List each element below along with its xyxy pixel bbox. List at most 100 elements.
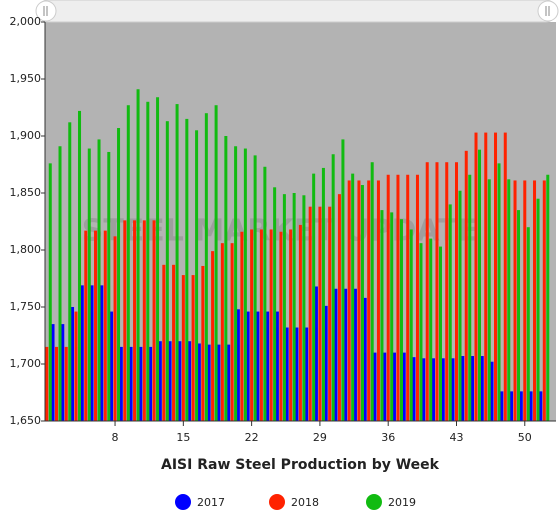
bar: [275, 311, 279, 421]
bar: [334, 288, 338, 421]
legend-marker: [175, 494, 191, 510]
bar: [546, 174, 550, 421]
bar: [230, 243, 234, 421]
bar: [471, 356, 475, 421]
bar: [347, 180, 351, 421]
scroll-handle-right[interactable]: [537, 0, 559, 22]
bar: [494, 132, 498, 421]
bar: [285, 327, 289, 421]
bar: [201, 265, 205, 421]
bar: [363, 297, 367, 421]
bar: [74, 311, 78, 421]
bar: [113, 236, 117, 421]
y-tick-label: 1,900: [10, 129, 42, 142]
bar: [542, 180, 546, 421]
bar: [431, 358, 435, 421]
bar: [250, 229, 254, 421]
bar: [464, 150, 468, 421]
bar: [204, 113, 208, 421]
bar: [490, 361, 494, 421]
bar: [181, 275, 185, 421]
bar: [133, 220, 137, 421]
y-tick-label: 1,750: [10, 300, 42, 313]
bar: [139, 346, 143, 421]
bar: [321, 167, 325, 421]
bar: [478, 149, 482, 421]
bar: [117, 128, 121, 421]
bar: [152, 220, 156, 421]
bar: [142, 220, 146, 421]
bar: [55, 346, 59, 421]
bar: [97, 139, 101, 421]
bar: [435, 162, 439, 421]
scrollbar[interactable]: [37, 0, 557, 23]
x-tick-label: 22: [245, 431, 259, 444]
y-tick-label: 1,850: [10, 186, 42, 199]
bar: [402, 352, 406, 421]
bar: [158, 341, 162, 421]
bar: [195, 130, 199, 421]
bar: [487, 179, 491, 421]
bar: [409, 229, 413, 421]
bar: [61, 324, 65, 421]
bar: [314, 286, 318, 421]
bar: [295, 327, 299, 421]
bar: [458, 190, 462, 421]
x-tick-label: 8: [112, 431, 119, 444]
bar: [45, 346, 49, 421]
bar: [438, 246, 442, 421]
bar: [468, 174, 472, 421]
bar: [448, 204, 452, 421]
bar: [383, 352, 387, 421]
bar: [119, 346, 123, 421]
legend-label: 2019: [388, 496, 416, 509]
bar: [292, 193, 296, 421]
bar: [412, 357, 416, 421]
bar: [507, 179, 511, 421]
bar: [386, 174, 390, 421]
bar: [185, 118, 189, 421]
bar: [236, 309, 240, 421]
bar: [220, 243, 224, 421]
bar: [484, 132, 488, 421]
bar: [168, 341, 172, 421]
bar: [337, 194, 341, 421]
bar: [71, 307, 75, 421]
bar: [376, 180, 380, 421]
bar: [68, 122, 72, 421]
bar: [256, 311, 260, 421]
bar: [341, 139, 345, 421]
bar: [240, 231, 244, 421]
bar: [500, 391, 504, 421]
bar: [149, 346, 153, 421]
legend-label: 2017: [197, 496, 225, 509]
bar: [58, 146, 62, 421]
bar: [305, 327, 309, 421]
bar: [454, 162, 458, 421]
bar: [87, 148, 91, 421]
bar: [100, 285, 104, 421]
bar: [480, 356, 484, 421]
scroll-handle-left[interactable]: [35, 0, 57, 22]
bar: [529, 391, 533, 421]
legend-marker: [269, 494, 285, 510]
bar: [211, 251, 215, 421]
bar: [188, 341, 192, 421]
bar: [429, 238, 433, 421]
bar: [302, 195, 306, 421]
bar: [90, 285, 94, 421]
bar: [123, 220, 127, 421]
bar: [318, 206, 322, 421]
bar: [353, 288, 357, 421]
bar: [425, 162, 429, 421]
bar: [207, 344, 211, 421]
bar: [273, 187, 277, 421]
bar: [331, 154, 335, 421]
bar: [107, 151, 111, 421]
bar: [298, 224, 302, 421]
bar: [64, 346, 68, 421]
bar: [48, 163, 52, 421]
bar: [445, 162, 449, 421]
bar: [259, 229, 263, 421]
